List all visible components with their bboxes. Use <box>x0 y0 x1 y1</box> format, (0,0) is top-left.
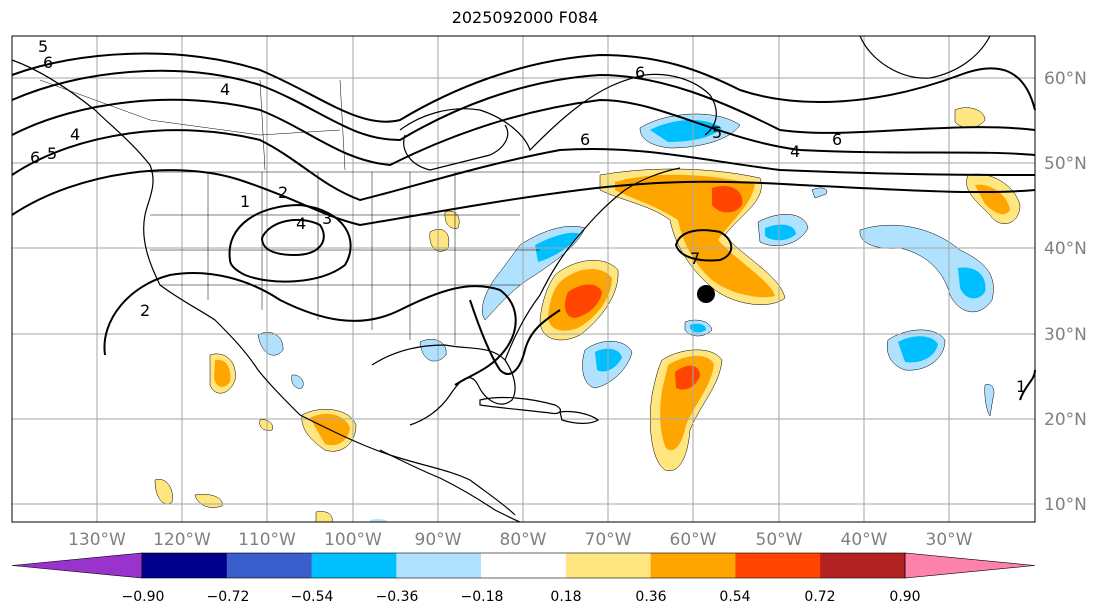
colorbar-segment <box>650 553 736 578</box>
contour-lines <box>11 52 1036 401</box>
gridlines <box>12 36 1035 522</box>
lon-label: 110°W <box>238 530 296 550</box>
lon-label: 90°W <box>415 530 462 550</box>
contour-northern-1 <box>11 52 1036 123</box>
gulf-coast <box>371 344 516 426</box>
contour-label: 1 <box>240 192 250 211</box>
contour-label: 6 <box>30 148 40 167</box>
colorbar-tick-label: −0.72 <box>207 589 250 605</box>
contour-label: 5 <box>38 37 48 56</box>
contour-label: 2 <box>278 183 288 202</box>
colorbar <box>11 552 1036 579</box>
greenland <box>859 35 991 79</box>
north-america-west-coast <box>11 59 516 516</box>
colorbar-border <box>141 552 906 579</box>
colorbar-extend-low <box>11 552 143 579</box>
contour-label-group: 5 6 6 5 4 4 6 6 5 4 6 1 2 4 3 2 1 7 <box>30 37 1026 396</box>
lon-label: 50°W <box>756 530 803 550</box>
contour-label: 2 <box>140 301 150 320</box>
lat-label: 10°N <box>1044 495 1087 515</box>
colorbar-segment <box>820 553 906 578</box>
colorbar-segment <box>142 553 228 578</box>
colorbar-tick-label: −0.54 <box>291 589 334 605</box>
contour-label: 4 <box>790 142 800 161</box>
colorbar-tick-label: 0.54 <box>719 589 750 605</box>
colorbar-tick-label: −0.36 <box>376 589 419 605</box>
contour-storm <box>674 229 733 262</box>
colorbar-tick-label: −0.90 <box>122 589 165 605</box>
contour-west-loop <box>103 272 517 386</box>
map-border <box>11 35 1036 523</box>
colorbar-segment <box>735 553 821 578</box>
lon-label: 60°W <box>670 530 717 550</box>
lon-label: 120°W <box>153 530 211 550</box>
map-title: 2025092000 F084 <box>451 8 599 27</box>
shaded-fields <box>154 107 1021 523</box>
longitude-labels: 130°W 120°W 110°W 100°W 90°W 80°W 70°W 6… <box>68 530 973 550</box>
lat-label: 20°N <box>1044 410 1087 430</box>
latitude-labels: 60°N 50°N 40°N 30°N 20°N 10°N <box>1044 69 1087 515</box>
lat-label: 40°N <box>1044 239 1087 259</box>
contour-northern-4 <box>11 129 1036 202</box>
lon-label: 130°W <box>68 530 126 550</box>
contour-northern-2 <box>11 69 1036 142</box>
colorbar-segment <box>226 553 313 578</box>
contour-northern-5 <box>11 169 1036 227</box>
contour-east-loop <box>469 299 561 375</box>
contour-label: 6 <box>635 63 645 82</box>
contour-label: 6 <box>832 130 842 149</box>
lon-label: 70°W <box>585 530 632 550</box>
contour-label: 7 <box>690 249 700 268</box>
colorbar-segment <box>396 553 482 578</box>
contour-label: 4 <box>296 214 306 233</box>
canada-coast <box>399 73 717 152</box>
lon-label: 40°W <box>841 530 888 550</box>
contour-low-center <box>260 218 325 257</box>
storm-center-dot <box>697 285 715 303</box>
contour-label: 6 <box>580 130 590 149</box>
contour-northern-3 <box>11 98 1036 167</box>
positive-anomaly-peak <box>712 185 743 213</box>
colorbar-segment <box>565 553 652 578</box>
contour-label: 3 <box>322 209 332 228</box>
colorbar-extend-high <box>904 552 1036 579</box>
colorbar-tick-label: 0.18 <box>550 589 581 605</box>
contour-label: 5 <box>712 123 722 142</box>
colorbar-segment <box>481 553 567 578</box>
lat-label: 50°N <box>1044 154 1087 174</box>
hispaniola <box>559 410 600 424</box>
contour-label: 4 <box>70 125 80 144</box>
colorbar-labels: −0.90 −0.72 −0.54 −0.36 −0.18 0.18 0.36 … <box>122 589 921 605</box>
contour-label: 4 <box>220 80 230 99</box>
contour-label: 5 <box>47 144 57 163</box>
lat-label: 30°N <box>1044 325 1087 345</box>
colorbar-tick-label: 0.36 <box>635 589 666 605</box>
state-boundaries <box>39 79 600 345</box>
lon-label: 80°W <box>500 530 547 550</box>
cuba <box>479 396 562 415</box>
contour-label: 1 <box>1016 377 1026 396</box>
contour-label: 6 <box>43 53 53 72</box>
lon-label: 100°W <box>324 530 382 550</box>
lon-label: 30°W <box>926 530 973 550</box>
colorbar-tick-label: 0.90 <box>889 589 920 605</box>
central-america <box>379 449 521 523</box>
colorbar-tick-label: 0.72 <box>804 589 835 605</box>
colorbar-segment <box>311 553 397 578</box>
colorbar-tick-label: −0.18 <box>461 589 504 605</box>
lat-label: 60°N <box>1044 69 1087 89</box>
contour-low-outer <box>228 203 352 283</box>
